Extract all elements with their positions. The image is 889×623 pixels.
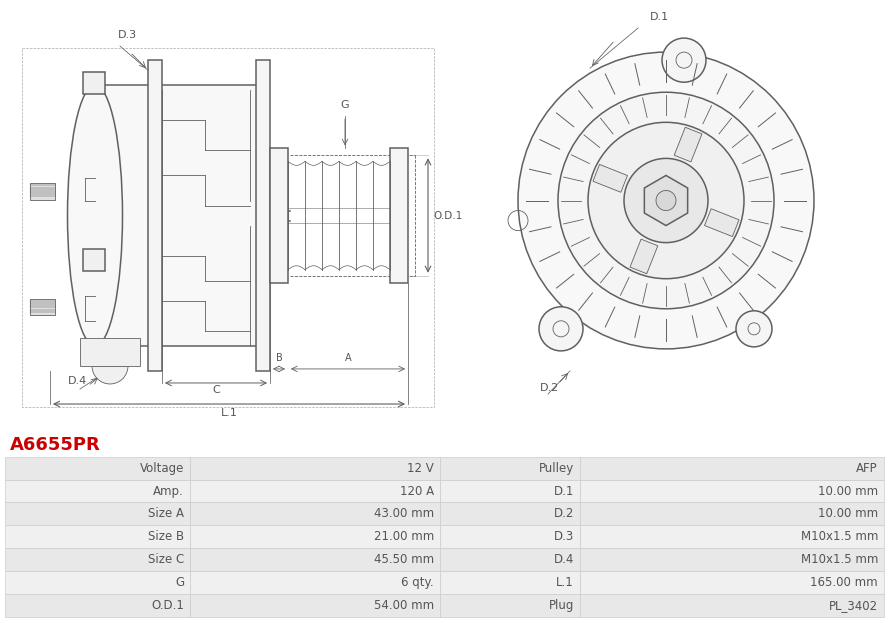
Text: D.2: D.2: [540, 383, 559, 393]
Text: D.4: D.4: [68, 376, 87, 386]
Bar: [190, 594, 440, 617]
Text: A: A: [345, 353, 351, 363]
Bar: [5, 480, 190, 503]
Text: D.1: D.1: [554, 485, 574, 498]
Bar: [5, 503, 190, 525]
Text: 10.00 mm: 10.00 mm: [818, 485, 878, 498]
Text: Pulley: Pulley: [539, 462, 574, 475]
Bar: [30, 299, 55, 315]
Bar: [5, 525, 190, 548]
Bar: [190, 503, 440, 525]
Text: O.D.1: O.D.1: [151, 599, 184, 612]
Bar: [440, 525, 580, 548]
Text: 54.00 mm: 54.00 mm: [374, 599, 434, 612]
Bar: [390, 148, 408, 283]
Bar: [30, 183, 55, 199]
Bar: [580, 571, 884, 594]
Bar: [190, 548, 440, 571]
Bar: [190, 457, 440, 480]
Text: M10x1.5 mm: M10x1.5 mm: [801, 530, 878, 543]
Circle shape: [656, 191, 676, 211]
Text: O.D.1: O.D.1: [433, 211, 462, 221]
Text: M10x1.5 mm: M10x1.5 mm: [801, 553, 878, 566]
Text: 120 A: 120 A: [400, 485, 434, 498]
Text: AFP: AFP: [856, 462, 878, 475]
Bar: [190, 480, 440, 503]
Text: A6655PR: A6655PR: [10, 435, 100, 454]
Text: G: G: [340, 100, 349, 110]
Bar: [270, 148, 288, 283]
Bar: [5, 457, 190, 480]
Bar: [440, 480, 580, 503]
Text: G: G: [175, 576, 184, 589]
FancyBboxPatch shape: [95, 85, 260, 346]
Polygon shape: [630, 239, 658, 273]
Text: D.1: D.1: [650, 12, 669, 22]
Polygon shape: [674, 127, 702, 162]
Text: D.3: D.3: [554, 530, 574, 543]
Bar: [580, 548, 884, 571]
Text: 165.00 mm: 165.00 mm: [811, 576, 878, 589]
Bar: [80, 338, 140, 366]
Bar: [5, 594, 190, 617]
Text: Size B: Size B: [148, 530, 184, 543]
Text: 10.00 mm: 10.00 mm: [818, 507, 878, 520]
Text: L.1: L.1: [557, 576, 574, 589]
Bar: [5, 571, 190, 594]
Circle shape: [539, 307, 583, 351]
Bar: [190, 525, 440, 548]
Text: B: B: [276, 353, 283, 363]
Bar: [256, 60, 270, 371]
Polygon shape: [704, 209, 739, 237]
Bar: [440, 503, 580, 525]
Bar: [440, 571, 580, 594]
Bar: [148, 60, 162, 371]
Bar: [580, 457, 884, 480]
FancyBboxPatch shape: [83, 72, 105, 94]
Text: Size C: Size C: [148, 553, 184, 566]
Bar: [580, 503, 884, 525]
Circle shape: [588, 122, 744, 278]
Ellipse shape: [68, 85, 123, 346]
Bar: [440, 548, 580, 571]
Circle shape: [518, 52, 814, 349]
Text: Voltage: Voltage: [140, 462, 184, 475]
Bar: [22, 48, 434, 407]
Bar: [5, 548, 190, 571]
Circle shape: [624, 158, 708, 242]
Text: D.2: D.2: [554, 507, 574, 520]
Text: 12 V: 12 V: [407, 462, 434, 475]
Text: D.3: D.3: [118, 30, 137, 40]
Polygon shape: [593, 164, 628, 193]
Circle shape: [662, 38, 706, 82]
Bar: [580, 525, 884, 548]
Bar: [190, 571, 440, 594]
Text: C: C: [212, 385, 220, 395]
Text: D.4: D.4: [554, 553, 574, 566]
Text: Plug: Plug: [549, 599, 574, 612]
Bar: [580, 594, 884, 617]
Text: PL_3402: PL_3402: [829, 599, 878, 612]
FancyBboxPatch shape: [83, 249, 105, 270]
Text: Size A: Size A: [148, 507, 184, 520]
Text: L.1: L.1: [220, 408, 237, 418]
Bar: [580, 480, 884, 503]
Bar: [440, 457, 580, 480]
Polygon shape: [645, 176, 688, 226]
Circle shape: [558, 92, 774, 309]
Text: 45.50 mm: 45.50 mm: [374, 553, 434, 566]
Bar: [440, 594, 580, 617]
Wedge shape: [92, 366, 128, 384]
Text: Amp.: Amp.: [153, 485, 184, 498]
Text: 21.00 mm: 21.00 mm: [373, 530, 434, 543]
Circle shape: [736, 311, 772, 347]
Text: 43.00 mm: 43.00 mm: [374, 507, 434, 520]
Text: 6 qty.: 6 qty.: [401, 576, 434, 589]
